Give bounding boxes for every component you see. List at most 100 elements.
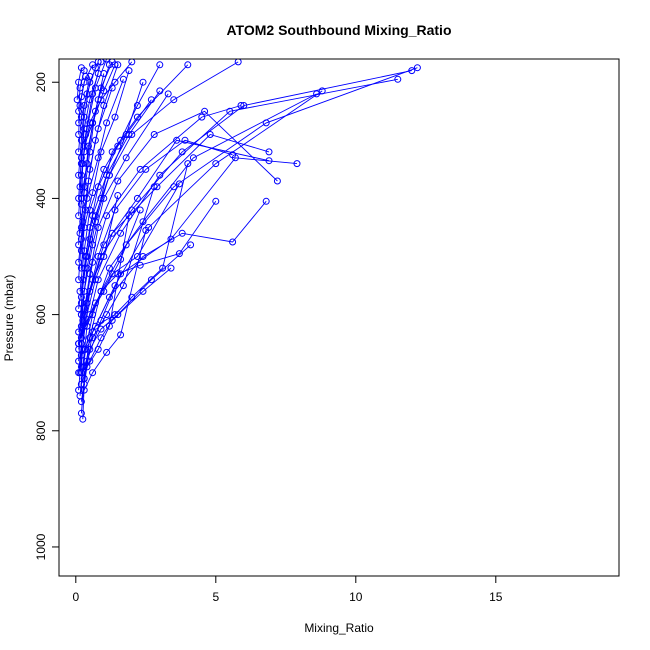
data-point-20-3 (97, 148, 105, 156)
data-point-18-6 (156, 61, 164, 69)
data-point-7-5 (229, 238, 237, 246)
data-point-40-1 (86, 357, 94, 365)
data-point-44-1 (89, 334, 97, 342)
data-point-11-6 (229, 151, 237, 159)
data-point-17-2 (91, 212, 99, 220)
data-point-28-4 (94, 59, 102, 66)
data-point-44-4 (150, 183, 158, 191)
x-tick-label-15: 15 (489, 590, 503, 604)
data-point-42-0 (77, 380, 85, 388)
series-line-42 (80, 215, 130, 385)
data-point-20-4 (111, 113, 119, 121)
data-point-18-1 (80, 247, 88, 255)
data-point-43-1 (86, 345, 94, 353)
y-tick-label-400: 400 (34, 188, 48, 208)
data-point-29-0 (76, 183, 84, 191)
data-point-16-1 (80, 264, 88, 272)
data-point-9-6 (201, 107, 209, 115)
y-tick-label-1000: 1000 (34, 533, 48, 560)
data-point-30-0 (75, 171, 83, 179)
series-line-5 (80, 157, 298, 402)
series-line-31 (80, 73, 99, 164)
x-tick-label-0: 0 (72, 590, 79, 604)
chart-title: ATOM2 Southbound Mixing_Ratio (226, 22, 451, 38)
data-point-26-0 (75, 212, 83, 220)
data-point-15-0 (77, 311, 85, 319)
data-point-19-4 (103, 119, 111, 127)
data-point-42-1 (83, 363, 91, 371)
data-point-9-4 (114, 177, 122, 185)
data-point-43-3 (114, 311, 122, 319)
data-point-21-0 (75, 258, 83, 266)
data-point-13-4 (122, 154, 130, 162)
data-point-30-1 (77, 136, 85, 144)
data-point-16-5 (147, 96, 155, 104)
data-point-18-2 (86, 206, 94, 214)
data-point-37-0 (73, 96, 81, 104)
data-point-44-3 (119, 282, 127, 290)
series-line-37 (76, 67, 82, 100)
data-point-32-1 (77, 113, 85, 121)
data-point-47-3 (100, 253, 108, 260)
series-line-41 (83, 230, 147, 391)
data-point-12-7 (234, 59, 242, 66)
data-point-20-5 (125, 67, 133, 75)
data-point-31-2 (86, 96, 94, 104)
series-line-10 (78, 105, 242, 350)
data-point-2-3 (105, 264, 113, 272)
series-line-40 (81, 267, 172, 373)
data-point-25-1 (80, 183, 88, 191)
data-point-47-2 (89, 276, 97, 284)
data-point-33-3 (111, 61, 119, 69)
data-point-41-0 (80, 386, 88, 394)
data-point-33-0 (80, 142, 88, 150)
series-line-36 (78, 70, 85, 112)
series-line-19 (78, 79, 124, 280)
series-line-17 (80, 82, 144, 298)
data-point-36-0 (75, 107, 83, 115)
data-point-47-4 (114, 192, 122, 199)
data-point-33-1 (89, 119, 97, 127)
data-point-47-1 (80, 305, 88, 313)
data-point-38-4 (175, 250, 183, 258)
data-point-40-5 (167, 264, 175, 272)
data-point-1-6 (226, 107, 234, 115)
data-point-31-1 (80, 125, 88, 133)
series-line-13 (80, 93, 169, 327)
data-point-9-5 (150, 131, 158, 138)
data-point-20-0 (77, 264, 85, 272)
data-point-40-3 (108, 316, 116, 324)
series-line-11 (80, 139, 233, 338)
data-point-17-3 (105, 171, 113, 179)
data-point-29-3 (97, 96, 105, 104)
data-point-1-4 (117, 229, 125, 237)
series-line-44 (81, 186, 155, 356)
data-point-6-6 (265, 157, 273, 165)
data-point-18-3 (100, 165, 108, 173)
data-point-11-4 (142, 165, 150, 173)
x-tick-label-10: 10 (349, 590, 363, 604)
data-point-27-3 (91, 84, 99, 92)
data-point-15-3 (97, 194, 105, 202)
data-point-46-1 (86, 311, 94, 319)
data-point-22-0 (77, 247, 85, 255)
data-point-2-4 (139, 218, 147, 226)
data-point-39-1 (91, 322, 99, 330)
data-point-0-4 (122, 241, 130, 249)
y-tick-label-800: 800 (34, 420, 48, 440)
data-point-38-5 (212, 197, 220, 205)
data-point-7-6 (262, 197, 270, 205)
series-line-47 (78, 195, 119, 333)
data-point-15-5 (133, 113, 141, 121)
data-point-6-4 (133, 194, 141, 202)
data-point-18-5 (133, 102, 141, 109)
series-line-46 (80, 209, 141, 338)
data-point-27-0 (77, 200, 85, 208)
data-point-4-6 (318, 87, 326, 95)
data-point-45-4 (133, 253, 141, 260)
data-point-37-2 (77, 64, 85, 72)
data-point-18-4 (117, 136, 125, 144)
data-point-46-4 (136, 206, 144, 214)
data-point-35-0 (75, 119, 83, 127)
series-line-32 (78, 67, 96, 152)
